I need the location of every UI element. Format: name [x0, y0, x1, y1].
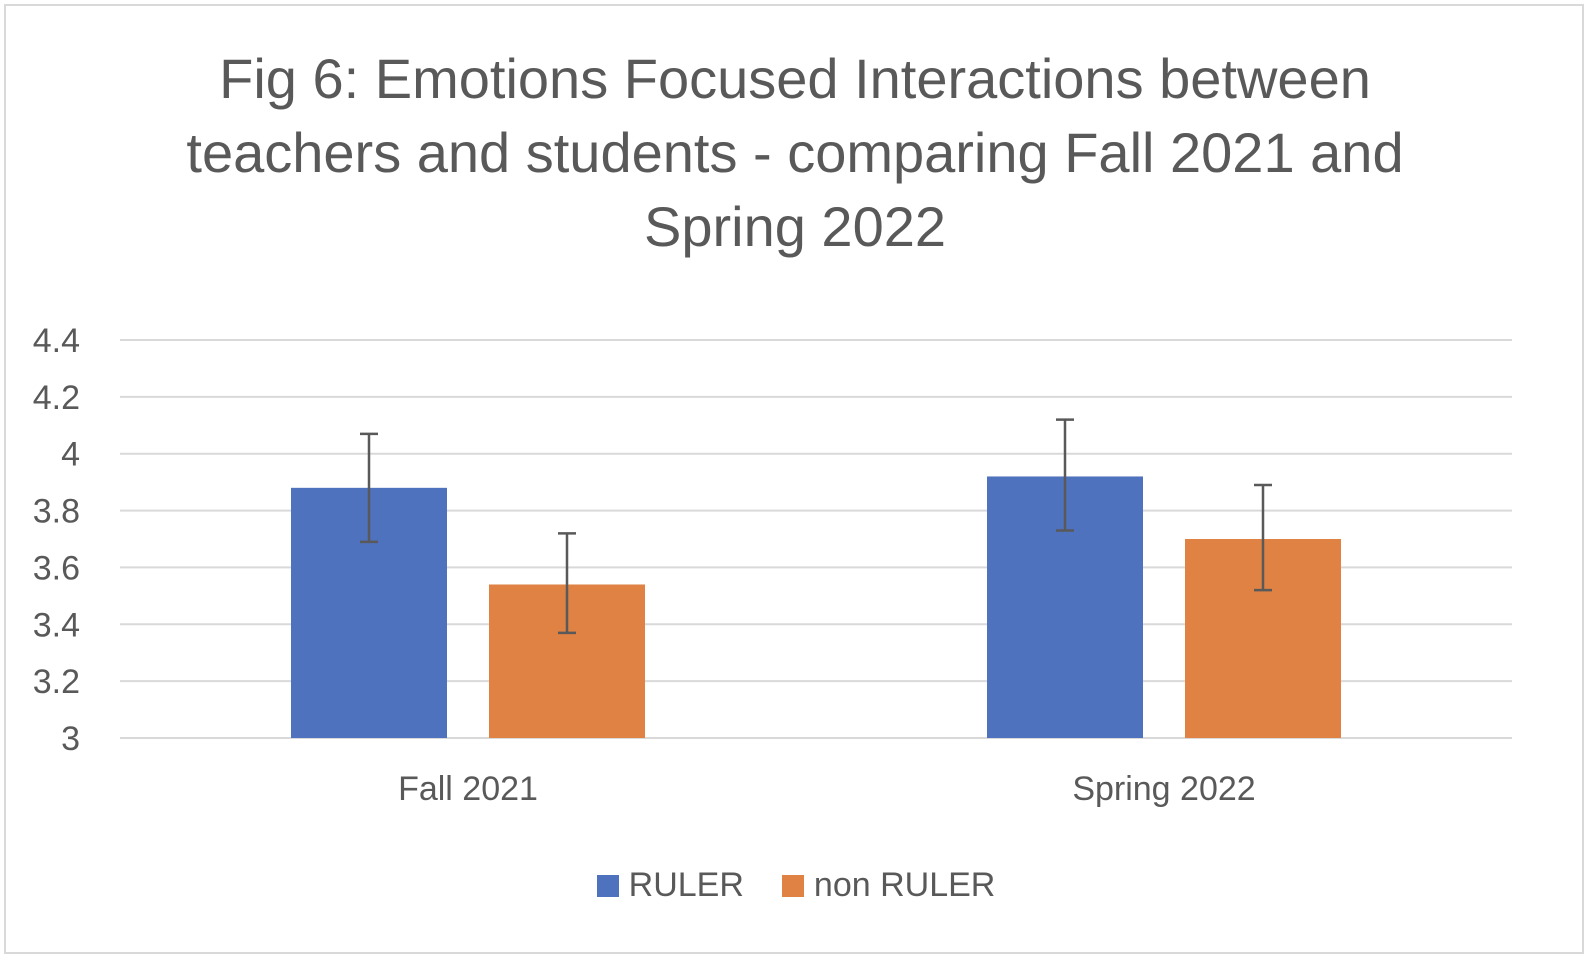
legend-item-non-ruler: non RULER [781, 866, 996, 905]
chart-title: Fig 6: Emotions Focused Interactions bet… [186, 47, 1404, 258]
y-tick-label: 4.2 [33, 379, 80, 417]
x-tick-label: Fall 2021 [398, 770, 538, 808]
x-axis-ticks: Fall 2021 Spring 2022 [398, 770, 1256, 808]
bars [291, 476, 1341, 738]
legend-label-ruler: RULER [628, 866, 744, 904]
error-bar-non-ruler [1254, 483, 1272, 592]
error-bar-non-ruler [558, 532, 576, 635]
chart-frame [4, 4, 1584, 954]
legend-swatch-ruler [596, 874, 619, 897]
y-tick-label: 3.4 [33, 606, 80, 644]
y-tick-label: 3.2 [33, 663, 80, 701]
legend-label-non-ruler: non RULER [813, 866, 996, 904]
legend-swatch-non-ruler [781, 874, 804, 897]
y-axis-ticks: 3 3.2 3.4 3.6 3.8 4 4.2 4.4 [33, 322, 80, 758]
error-bar-ruler [1056, 418, 1074, 532]
y-tick-label: 4 [61, 436, 80, 474]
chart-legend: RULER non RULER [0, 866, 1592, 905]
error-bars [360, 418, 1272, 635]
error-bar-ruler [360, 432, 378, 544]
y-tick-label: 4.4 [33, 322, 80, 360]
y-tick-label: 3 [61, 720, 80, 758]
y-tick-label: 3.8 [33, 493, 80, 531]
y-tick-label: 3.6 [33, 549, 80, 587]
legend-item-ruler: RULER [596, 866, 744, 905]
x-tick-label: Spring 2022 [1072, 770, 1255, 808]
